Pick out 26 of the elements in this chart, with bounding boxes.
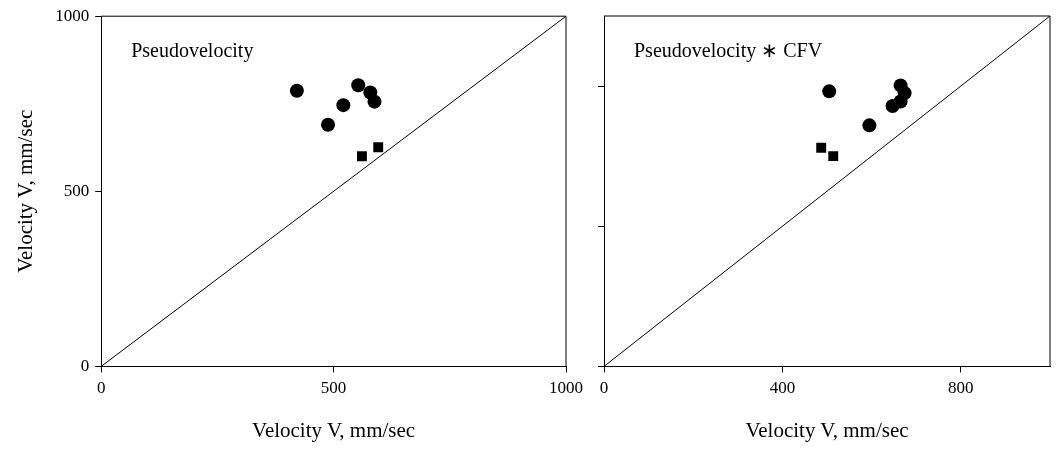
x-axis-title: Velocity V, mm/sec xyxy=(745,417,909,442)
point xyxy=(893,94,908,109)
point xyxy=(822,84,837,99)
y-tick-label: 1000 xyxy=(55,5,90,25)
point xyxy=(351,78,366,93)
y-axis-title: Velocity V, mm/sec xyxy=(13,109,38,273)
point xyxy=(367,94,382,109)
point xyxy=(816,142,827,153)
x-tick-label: 500 xyxy=(320,378,347,398)
point xyxy=(373,142,384,153)
text: Pseudovelocity ∗ CFV xyxy=(634,39,823,63)
x-tick-label: 400 xyxy=(769,378,796,398)
point xyxy=(357,151,367,162)
y-tick-label: 0 xyxy=(80,355,90,375)
point xyxy=(336,98,351,113)
x-axis-title: Velocity V, mm/sec xyxy=(252,417,416,442)
y-tick-label: 500 xyxy=(63,180,90,200)
point xyxy=(862,118,877,133)
x-tick-label: 0 xyxy=(599,378,609,398)
point xyxy=(321,117,336,132)
text: Pseudovelocity xyxy=(131,39,254,63)
x-tick-label: 0 xyxy=(96,378,106,398)
point xyxy=(289,83,304,98)
x-tick-label: 800 xyxy=(948,378,974,398)
point xyxy=(828,151,839,162)
x-tick-label: 1000 xyxy=(549,378,583,398)
